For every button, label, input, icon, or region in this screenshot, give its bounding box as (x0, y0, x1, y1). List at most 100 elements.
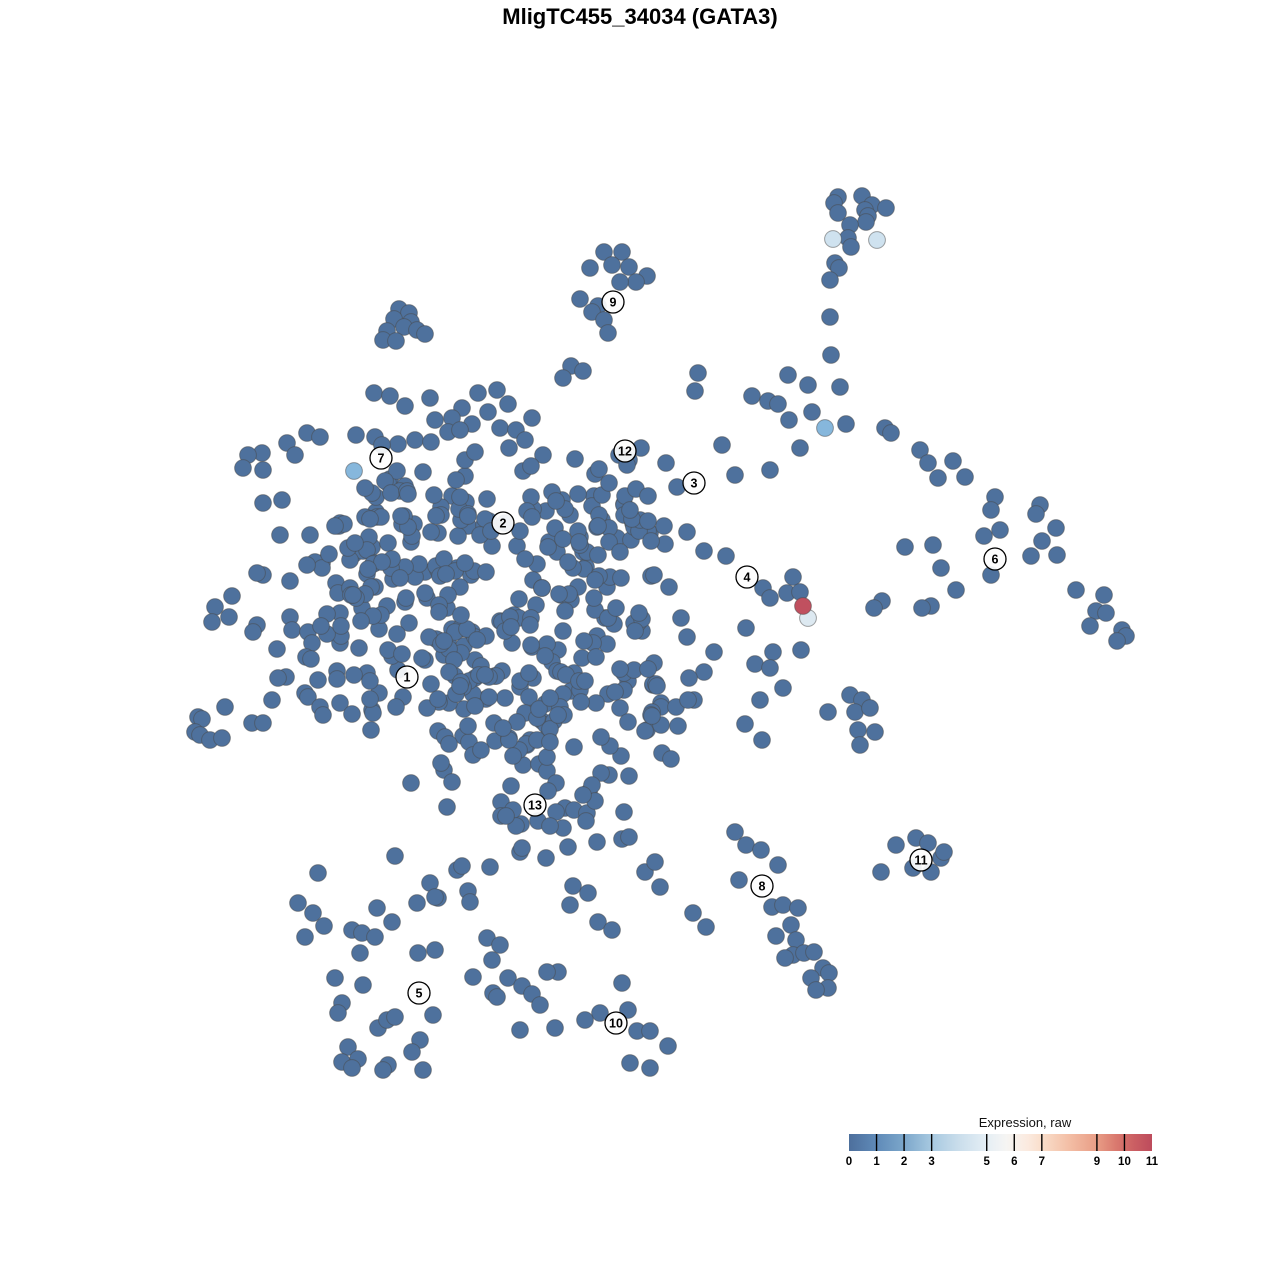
data-point (408, 894, 426, 912)
data-point (491, 936, 509, 954)
data-point (559, 838, 577, 856)
colorbar-tick-label: 11 (1146, 1156, 1159, 1168)
data-point (304, 904, 322, 922)
data-point (842, 238, 860, 256)
data-point (819, 703, 837, 721)
cluster-label-number: 2 (500, 517, 507, 531)
data-point (695, 663, 713, 681)
data-point (599, 324, 617, 342)
data-point (641, 1059, 659, 1077)
highlighted-data-point (824, 230, 842, 248)
data-point (565, 738, 583, 756)
data-point (414, 463, 432, 481)
colorbar-tick-label: 10 (1118, 1156, 1131, 1168)
data-point (1047, 519, 1065, 537)
data-point (459, 717, 477, 735)
data-point (437, 565, 455, 583)
cluster-label-circle (983, 547, 1007, 571)
expression-legend: Expression, raw 0 1 2 3 5 6 7 9 10 11 (846, 1115, 1159, 1168)
cluster-label-circle (369, 446, 393, 470)
data-point (426, 888, 444, 906)
cluster-label-circle (407, 981, 431, 1005)
data-point (713, 436, 731, 454)
cluster-label-circle (601, 290, 625, 314)
data-point (572, 693, 590, 711)
data-point (831, 378, 849, 396)
data-point (464, 968, 482, 986)
cluster-label-number: 10 (609, 1017, 623, 1031)
data-point (606, 683, 624, 701)
data-point (655, 517, 673, 535)
data-point (263, 691, 281, 709)
data-point (753, 731, 771, 749)
data-point (289, 894, 307, 912)
data-point (392, 507, 410, 525)
data-point (641, 1022, 659, 1040)
data-point (299, 688, 317, 706)
data-point (435, 632, 453, 650)
data-point (820, 964, 838, 982)
data-point (382, 484, 400, 502)
data-point (523, 508, 541, 526)
data-point (697, 918, 715, 936)
data-point (566, 450, 584, 468)
data-point (561, 896, 579, 914)
data-point (362, 721, 380, 739)
data-point (805, 943, 823, 961)
data-point (343, 1059, 361, 1077)
data-point (660, 578, 678, 596)
data-point (332, 617, 350, 635)
data-point (779, 366, 797, 384)
cluster-label-circle (682, 471, 706, 495)
data-point (352, 612, 370, 630)
data-point (361, 690, 379, 708)
data-point (468, 631, 486, 649)
data-point (452, 606, 470, 624)
data-point (254, 714, 272, 732)
data-point (559, 553, 577, 571)
data-point (621, 501, 639, 519)
data-point (821, 271, 839, 289)
data-point (248, 564, 266, 582)
data-point (600, 474, 618, 492)
data-point (361, 510, 379, 528)
data-point (619, 1001, 637, 1019)
data-point (1081, 617, 1099, 635)
colorbar-tick-label: 0 (846, 1156, 852, 1168)
data-point (947, 581, 965, 599)
data-point (391, 569, 409, 587)
data-point (499, 969, 517, 987)
data-point (461, 893, 479, 911)
data-point (481, 858, 499, 876)
data-point (483, 951, 501, 969)
data-point (648, 677, 666, 695)
data-point (620, 828, 638, 846)
data-point (516, 431, 534, 449)
data-point (717, 547, 735, 565)
data-point (829, 204, 847, 222)
data-point (791, 439, 809, 457)
data-point (268, 640, 286, 658)
data-point (857, 213, 875, 231)
data-point (587, 648, 605, 666)
data-point (991, 521, 1009, 539)
data-point (346, 534, 364, 552)
cluster-label-circle (735, 565, 759, 589)
data-point (429, 690, 447, 708)
data-point (339, 1038, 357, 1056)
cluster-label-number: 9 (610, 296, 617, 310)
data-point (615, 803, 633, 821)
data-point (234, 459, 252, 477)
data-point (397, 589, 415, 607)
data-point (784, 568, 802, 586)
data-point (541, 817, 559, 835)
data-point (386, 847, 404, 865)
data-point (466, 697, 484, 715)
cluster-label-circle (909, 848, 933, 872)
data-point (626, 622, 644, 640)
data-point (586, 571, 604, 589)
data-point (402, 774, 420, 792)
data-point (541, 733, 559, 751)
data-point (619, 713, 637, 731)
data-point (478, 490, 496, 508)
